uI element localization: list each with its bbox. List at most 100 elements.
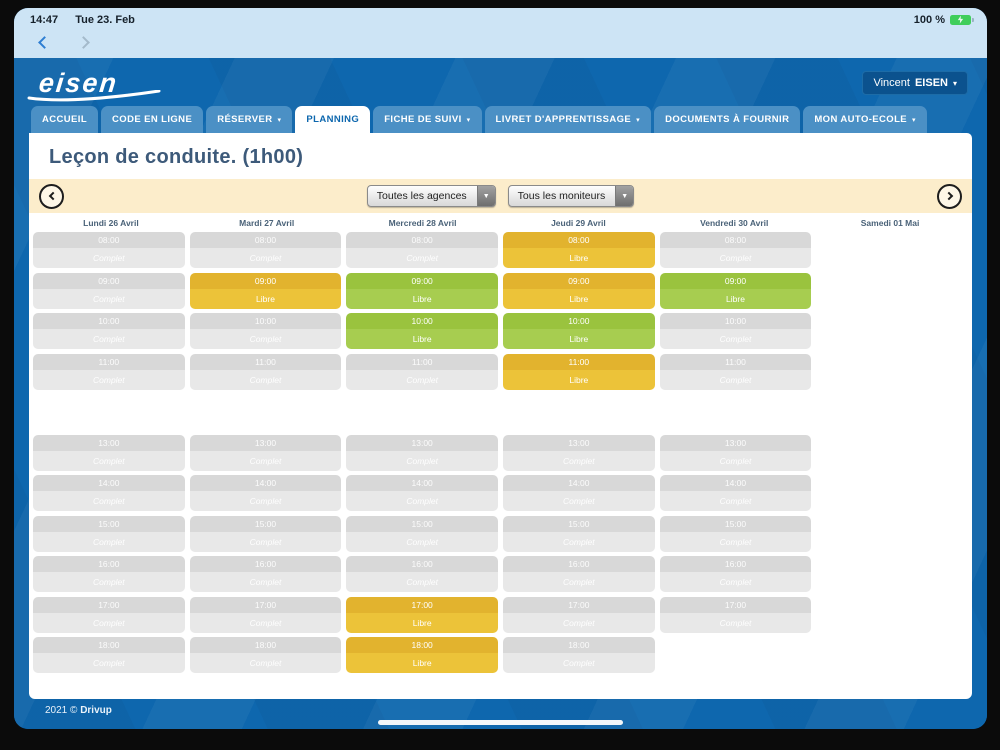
slot-time: 15:00: [189, 515, 342, 532]
time-slot-libre[interactable]: 09:00 Libre: [659, 272, 812, 309]
time-slot-complet: 16:00 Complet: [659, 556, 812, 592]
tab-label: LIVRET D'APPRENTISSAGE: [495, 114, 632, 125]
forward-button[interactable]: [77, 34, 90, 52]
status-bar: 14:47 Tue 23. Feb 100 %: [30, 11, 974, 28]
slot-status: Libre: [346, 288, 498, 309]
time-slot-libre[interactable]: 18:00 Libre: [346, 637, 498, 673]
time-slot-complet: 17:00 Complet: [33, 596, 185, 633]
time-slot-libre[interactable]: 09:00 Libre: [346, 272, 498, 309]
slot-status: Complet: [346, 491, 498, 511]
slot-status: Complet: [659, 450, 812, 471]
time-slot-libre[interactable]: 10:00 Libre: [346, 313, 498, 349]
battery-icon: [950, 14, 974, 25]
slot-row: 18:00 Complet 18:00 Complet 18:00 Libre 18:00 C…: [33, 637, 968, 673]
slot-time: 15:00: [659, 515, 812, 532]
slot-status: Complet: [33, 369, 185, 390]
time-slot-complet: 08:00 Complet: [33, 232, 185, 268]
time-slot-libre[interactable]: 10:00 Libre: [503, 313, 655, 349]
tab-label: FICHE DE SUIVI: [384, 114, 462, 125]
time-slot-libre[interactable]: 09:00 Libre: [503, 272, 655, 309]
time-slot-complet: 17:00 Complet: [659, 596, 812, 633]
tab-documents-a-fournir[interactable]: DOCUMENTS À FOURNIR: [654, 106, 801, 133]
slot-time: 16:00: [33, 556, 185, 572]
day-header-vendredi-30-avril: Vendredi 30 Avril: [700, 218, 769, 228]
slot-status: Complet: [659, 248, 812, 268]
back-button[interactable]: [38, 34, 51, 52]
slot-status: Complet: [189, 491, 342, 511]
slot-time: 09:00: [659, 272, 812, 289]
slot-row: 16:00 Complet 16:00 Complet 16:00 Complet 16:0…: [33, 556, 968, 592]
next-week-button[interactable]: [937, 183, 962, 209]
time-slot-libre[interactable]: 09:00 Libre: [189, 272, 342, 309]
tab-bar: ACCUEIL CODE EN LIGNE RÉSERVER ▾ PLANNING FIC…: [29, 106, 972, 133]
tab-planning[interactable]: PLANNING: [295, 106, 371, 133]
time-slot-libre[interactable]: 11:00 Libre: [503, 353, 655, 390]
chevron-down-icon: ▾: [466, 117, 471, 124]
slot-status: Complet: [33, 653, 185, 673]
time-slot-complet: 16:00 Complet: [33, 556, 185, 592]
day-header-lundi-26-avril: Lundi 26 Avril: [83, 218, 139, 228]
slot-status: Libre: [346, 653, 498, 673]
slot-status: Complet: [189, 572, 342, 592]
time-slot-complet: 08:00 Complet: [189, 232, 342, 268]
slot-status: Complet: [659, 572, 812, 592]
eisen-logo[interactable]: eisen: [27, 68, 161, 101]
slot-time: 14:00: [189, 475, 342, 491]
time-slot-libre[interactable]: 17:00 Libre: [346, 596, 498, 633]
slot-status: Complet: [346, 450, 498, 471]
day-header-jeudi-29-avril: Jeudi 29 Avril: [551, 218, 606, 228]
slot-status: Libre: [659, 288, 812, 309]
slot-time: 10:00: [659, 313, 812, 329]
user-menu-button[interactable]: Vincent EISEN ▾: [862, 71, 968, 95]
slot-status: Complet: [33, 288, 185, 309]
slot-time: 14:00: [346, 475, 498, 491]
slot-status: Complet: [189, 329, 342, 349]
tab-reserver[interactable]: RÉSERVER ▾: [206, 106, 293, 133]
slot-status: Complet: [503, 612, 655, 633]
status-left: 14:47 Tue 23. Feb: [30, 14, 149, 26]
time-slot-complet: 13:00 Complet: [659, 434, 812, 471]
slot-status: Complet: [189, 653, 342, 673]
tab-accueil[interactable]: ACCUEIL: [31, 106, 99, 133]
slot-status: Complet: [659, 329, 812, 349]
time-slot-libre[interactable]: 08:00 Libre: [503, 232, 655, 268]
empty-slot: [816, 435, 968, 471]
empty-slot: [816, 597, 968, 633]
slot-status: Complet: [189, 531, 342, 552]
tab-livret-d-apprentissage[interactable]: LIVRET D'APPRENTISSAGE ▾: [484, 106, 652, 133]
slot-time: 11:00: [33, 353, 185, 370]
slot-time: 13:00: [346, 434, 498, 451]
empty-slot: [660, 637, 812, 673]
slot-time: 16:00: [659, 556, 812, 572]
tab-fiche-de-suivi[interactable]: FICHE DE SUIVI ▾: [373, 106, 482, 133]
empty-slot: [816, 556, 968, 592]
slot-row: 17:00 Complet 17:00 Complet 17:00 Libre 17:00 C…: [33, 596, 968, 633]
tab-code-en-ligne[interactable]: CODE EN LIGNE: [101, 106, 204, 133]
home-indicator[interactable]: [378, 720, 623, 725]
slot-status: Complet: [33, 248, 185, 268]
time-slot-complet: 10:00 Complet: [33, 313, 185, 349]
slot-status: Libre: [503, 369, 655, 390]
slot-row: 10:00 Complet 10:00 Complet 10:00 Libre 10:00 L…: [33, 313, 968, 349]
slot-time: 09:00: [189, 272, 342, 289]
instructor-select[interactable]: Tous les moniteurs ▼: [507, 185, 635, 207]
empty-slot: [816, 516, 968, 552]
chevron-right-icon: [944, 191, 953, 201]
slot-time: 17:00: [346, 596, 498, 613]
time-slot-complet: 10:00 Complet: [189, 313, 342, 349]
time-slot-complet: 13:00 Complet: [33, 434, 185, 471]
slot-status: Complet: [33, 450, 185, 471]
tab-mon-auto-ecole[interactable]: MON AUTO-ECOLE ▾: [803, 106, 927, 133]
dropdown-caret-icon: ▼: [476, 186, 495, 206]
previous-week-button[interactable]: [39, 183, 64, 209]
status-right: 100 %: [914, 14, 974, 26]
slot-row: 13:00 Complet 13:00 Complet 13:00 Complet 13:0…: [33, 434, 968, 471]
filter-selects: Toutes les agences ▼ Tous les moniteurs …: [64, 185, 937, 207]
empty-slot: [816, 273, 968, 309]
agency-select[interactable]: Toutes les agences ▼: [366, 185, 496, 207]
slot-status: Libre: [503, 248, 655, 268]
slot-row: 09:00 Complet 09:00 Libre 09:00 Libre 09:00 Lib…: [33, 272, 968, 309]
time-slot-complet: 16:00 Complet: [346, 556, 498, 592]
day-header-samedi-01-mai: Samedi 01 Mai: [860, 218, 920, 228]
time-slot-complet: 11:00 Complet: [659, 353, 812, 390]
